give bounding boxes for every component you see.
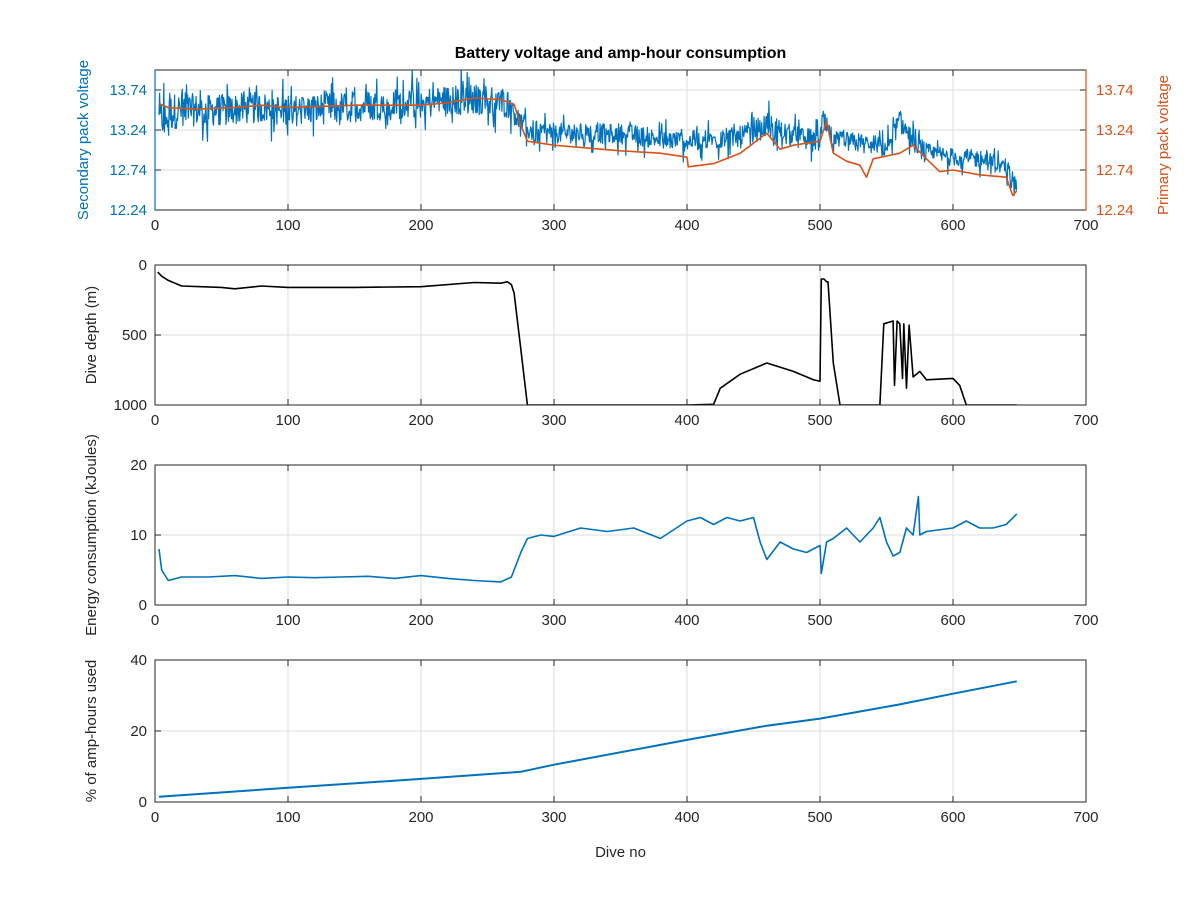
x-tick-label: 0 bbox=[151, 809, 159, 826]
y-tick-label: 0 bbox=[139, 257, 147, 274]
subplot-1: 0 100 200 300 400 500 600 70012.2412.7413.2413.… bbox=[75, 45, 1172, 234]
chart-title: Battery voltage and amp-hour consumption bbox=[455, 45, 787, 62]
y-axis-label-right: Primary pack voltage bbox=[1155, 75, 1172, 215]
x-tick-label: 0 bbox=[151, 412, 159, 429]
series-line-1 bbox=[158, 70, 1018, 196]
y-tick-label: 0 bbox=[139, 794, 147, 811]
subplot-4: 0 100 200 300 400 500 600 700 0 20 40 % of amp-hour… bbox=[83, 652, 1099, 861]
y-tick-label-right: 12.24 bbox=[1096, 202, 1134, 219]
y-tick-label: 40 bbox=[130, 652, 147, 669]
x-tick-label: 300 bbox=[541, 412, 566, 429]
y-tick-label: 12.74 bbox=[109, 162, 147, 179]
y-tick-label: 1000 bbox=[114, 397, 147, 414]
y-axis-label: Energy consumption (kJoules) bbox=[83, 434, 100, 636]
y-axis-label: % of amp-hours used bbox=[83, 660, 100, 803]
x-tick-label: 100 bbox=[275, 217, 300, 234]
y-tick-label: 500 bbox=[122, 327, 147, 344]
x-tick-label: 400 bbox=[674, 612, 699, 629]
x-tick-label: 600 bbox=[940, 809, 965, 826]
x-tick-label: 200 bbox=[408, 217, 433, 234]
y-tick-label: 13.24 bbox=[109, 122, 147, 139]
x-axis-label: Dive no bbox=[595, 844, 646, 861]
x-tick-label: 100 bbox=[275, 612, 300, 629]
x-tick-label: 600 bbox=[940, 217, 965, 234]
subplot-2: 0 100 200 300 400 500 600 700 0 500 1000 Dive depth… bbox=[83, 257, 1099, 429]
x-tick-label: 300 bbox=[541, 809, 566, 826]
plot-area bbox=[158, 495, 1018, 583]
y-tick-label: 12.24 bbox=[109, 202, 147, 219]
x-tick-label: 400 bbox=[674, 217, 699, 234]
y-tick-label: 20 bbox=[130, 457, 147, 474]
x-tick-label: 400 bbox=[674, 412, 699, 429]
y-tick-label: 0 bbox=[139, 597, 147, 614]
x-tick-label: 200 bbox=[408, 412, 433, 429]
x-tick-label: 700 bbox=[1073, 412, 1098, 429]
x-tick-label: 700 bbox=[1073, 612, 1098, 629]
plot-area bbox=[157, 271, 1017, 405]
x-tick-label: 0 bbox=[151, 612, 159, 629]
x-tick-label: 500 bbox=[807, 612, 832, 629]
x-tick-label: 0 bbox=[151, 217, 159, 234]
x-tick-label: 300 bbox=[541, 217, 566, 234]
x-tick-label: 400 bbox=[674, 809, 699, 826]
series-line-1 bbox=[158, 495, 1018, 583]
x-tick-label: 300 bbox=[541, 612, 566, 629]
x-tick-label: 700 bbox=[1073, 217, 1098, 234]
y-tick-label: 20 bbox=[130, 723, 147, 740]
series-line-1 bbox=[158, 680, 1017, 798]
x-tick-label: 500 bbox=[807, 217, 832, 234]
x-tick-label: 600 bbox=[940, 612, 965, 629]
subplot-3: 0 100 200 300 400 500 600 700 0 10 20 Energy consum… bbox=[83, 434, 1099, 636]
y-axis-label: Dive depth (m) bbox=[83, 286, 100, 384]
y-tick-label: 10 bbox=[130, 527, 147, 544]
y-tick-label: 13.74 bbox=[109, 82, 147, 99]
x-tick-label: 200 bbox=[408, 809, 433, 826]
x-tick-label: 700 bbox=[1073, 809, 1098, 826]
plot-area bbox=[158, 680, 1017, 798]
series-line-2 bbox=[158, 97, 1018, 197]
x-tick-label: 500 bbox=[807, 809, 832, 826]
x-tick-label: 100 bbox=[275, 412, 300, 429]
x-tick-label: 100 bbox=[275, 809, 300, 826]
y-tick-label-right: 13.24 bbox=[1096, 122, 1134, 139]
series-line-1 bbox=[157, 271, 1017, 405]
y-tick-label-right: 13.74 bbox=[1096, 82, 1134, 99]
plot-area bbox=[158, 70, 1018, 197]
x-tick-label: 500 bbox=[807, 412, 832, 429]
x-tick-label: 600 bbox=[940, 412, 965, 429]
y-axis-label: Secondary pack voltage bbox=[75, 60, 92, 220]
x-tick-label: 200 bbox=[408, 612, 433, 629]
y-tick-label-right: 12.74 bbox=[1096, 162, 1134, 179]
